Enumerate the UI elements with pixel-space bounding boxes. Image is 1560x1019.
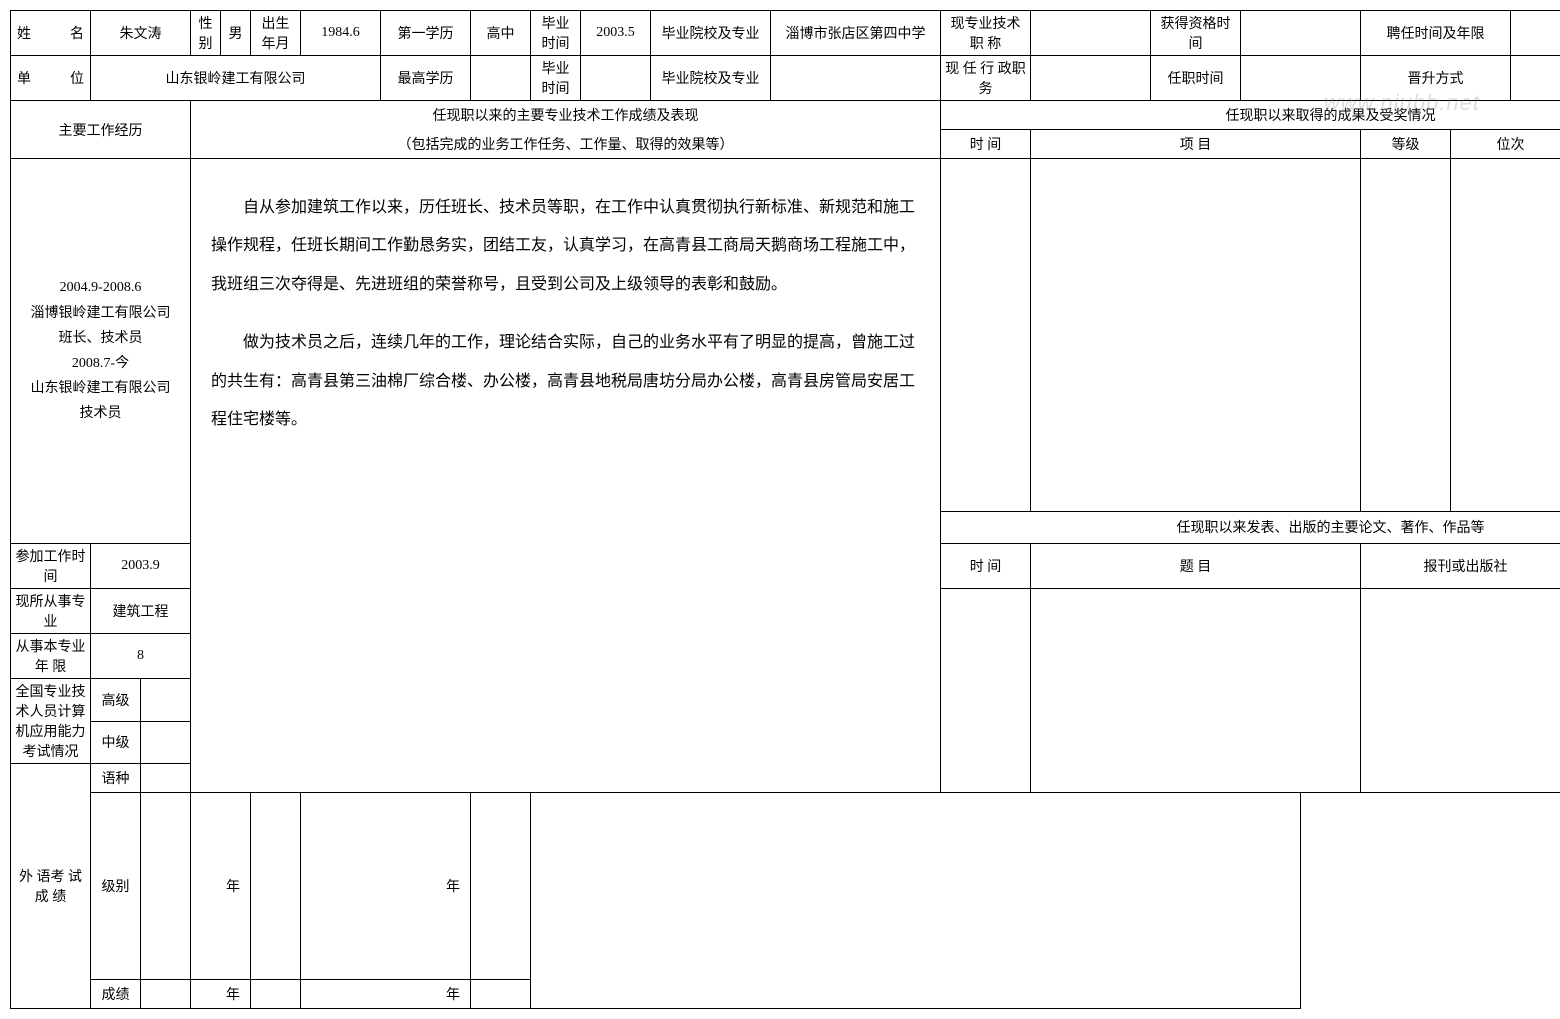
annual-y4: 年 — [301, 793, 471, 980]
profession-value: 建筑工程 — [91, 589, 191, 634]
work-history-value: 2004.9-2008.6 淄博银岭建工有限公司 班长、技术员 2008.7-今… — [11, 159, 191, 544]
lang-level-value — [141, 793, 191, 980]
lang-score-value — [141, 980, 191, 1009]
grad-time2-value — [581, 56, 651, 101]
awards-label: 任现职以来取得的成果及受奖情况 — [941, 101, 1560, 130]
annual-y6: 年 — [301, 980, 471, 1009]
annual-y3: 年 — [191, 793, 251, 980]
pubs-title-cell — [1031, 589, 1361, 793]
lang-score-label: 成绩 — [91, 980, 141, 1009]
grad-school2-label: 毕业院校及专业 — [651, 56, 771, 101]
lang-level-label: 级别 — [91, 793, 141, 980]
years-label: 从事本专业年 限 — [11, 634, 91, 679]
profession-label: 现所从事专 业 — [11, 589, 91, 634]
awards-grade-header: 等级 — [1361, 130, 1451, 159]
promote-label: 晋升方式 — [1361, 56, 1511, 101]
qual-time-label: 获得资格时 间 — [1151, 11, 1241, 56]
tech-achieve-label-1: 任现职以来的主要专业技术工作成绩及表现 — [191, 101, 941, 130]
qual-time-value — [1241, 11, 1361, 56]
narrative-cell: 自从参加建筑工作以来，历任班长、技术员等职，在工作中认真贯彻执行新标准、新规范和… — [191, 159, 941, 793]
join-work-value: 2003.9 — [91, 544, 191, 589]
grad-school-value: 淄博市张店区第四中学 — [771, 11, 941, 56]
appoint-time-label: 任职时间 — [1151, 56, 1241, 101]
computer-high-value — [141, 679, 191, 722]
highest-edu-value — [471, 56, 531, 101]
lang-type-label: 语种 — [91, 764, 141, 793]
pubs-press-cell — [1361, 589, 1560, 793]
annual-r4 — [471, 793, 531, 980]
awards-item-cell — [1031, 159, 1361, 512]
work-history-label: 主要工作经历 — [11, 101, 191, 159]
tech-achieve-label-2: （包括完成的业务工作任务、工作量、取得的效果等） — [191, 130, 941, 159]
awards-time-cell — [941, 159, 1031, 512]
computer-label: 全国专业技术人员计算机应用能力考试情况 — [11, 679, 91, 764]
pubs-label: 任现职以来发表、出版的主要论文、著作、作品等 — [941, 511, 1560, 543]
annual-y5: 年 — [191, 980, 251, 1009]
awards-rank-header: 位次 — [1451, 130, 1560, 159]
first-edu-label: 第一学历 — [381, 11, 471, 56]
birth-label: 出生年月 — [251, 11, 301, 56]
appoint-value — [1511, 11, 1560, 56]
pubs-title-header: 题 目 — [1031, 544, 1361, 589]
annual-r6 — [471, 980, 531, 1009]
unit-value: 山东银岭建工有限公司 — [91, 56, 381, 101]
sex-value: 男 — [221, 11, 251, 56]
appoint-label: 聘任时间及年限 — [1361, 11, 1511, 56]
annual-r3 — [251, 793, 301, 980]
awards-rank-cell — [1451, 159, 1560, 512]
computer-high: 高级 — [91, 679, 141, 722]
awards-grade-cell — [1361, 159, 1451, 512]
personnel-form-table: 姓 名 朱文涛 性别 男 出生年月 1984.6 第一学历 高中 毕业时间 20… — [10, 10, 1560, 1009]
grad-school-label: 毕业院校及专业 — [651, 11, 771, 56]
grad-time-label: 毕业时间 — [531, 11, 581, 56]
computer-mid-value — [141, 721, 191, 764]
pro-title-label: 现专业技术职 称 — [941, 11, 1031, 56]
years-value: 8 — [91, 634, 191, 679]
name-label: 姓 名 — [11, 11, 91, 56]
computer-mid: 中级 — [91, 721, 141, 764]
admin-post-value — [1031, 56, 1151, 101]
grad-time-value: 2003.5 — [581, 11, 651, 56]
annual-r5 — [251, 980, 301, 1009]
narrative-p1: 自从参加建筑工作以来，历任班长、技术员等职，在工作中认真贯彻执行新标准、新规范和… — [211, 189, 920, 304]
first-edu-value: 高中 — [471, 11, 531, 56]
pubs-time-header: 时 间 — [941, 544, 1031, 589]
unit-label: 单 位 — [11, 56, 91, 101]
pro-title-value — [1031, 11, 1151, 56]
lang-label: 外 语考 试成 绩 — [11, 764, 91, 1009]
grad-time2-label: 毕业时间 — [531, 56, 581, 101]
highest-edu-label: 最高学历 — [381, 56, 471, 101]
promote-value — [1511, 56, 1560, 101]
lang-type-value — [141, 764, 191, 793]
appoint-time-value — [1241, 56, 1361, 101]
admin-post-label: 现 任 行 政职 务 — [941, 56, 1031, 101]
awards-time-header: 时 间 — [941, 130, 1031, 159]
join-work-label: 参加工作时 间 — [11, 544, 91, 589]
name-value: 朱文涛 — [91, 11, 191, 56]
grad-school2-value — [771, 56, 941, 101]
narrative-p2: 做为技术员之后，连续几年的工作，理论结合实际，自己的业务水平有了明显的提高，曾施… — [211, 324, 920, 439]
birth-value: 1984.6 — [301, 11, 381, 56]
pubs-press-header: 报刊或出版社 — [1361, 544, 1560, 589]
awards-item-header: 项 目 — [1031, 130, 1361, 159]
bottom-right-blank — [531, 793, 1301, 1009]
sex-label: 性别 — [191, 11, 221, 56]
pubs-time-cell — [941, 589, 1031, 793]
